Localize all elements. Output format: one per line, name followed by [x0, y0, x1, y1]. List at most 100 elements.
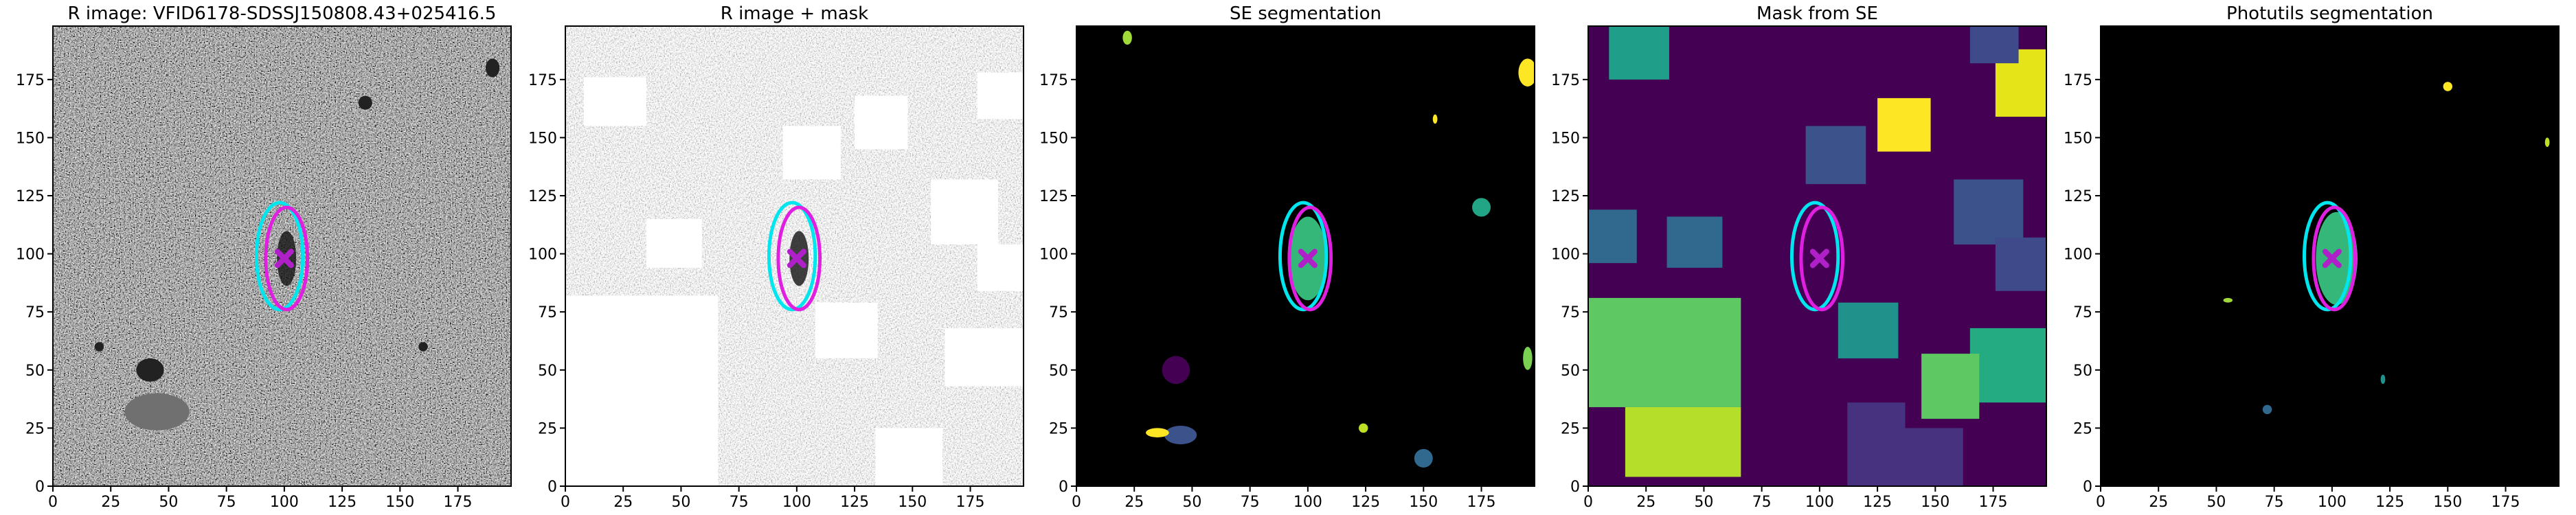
image-region [782, 126, 841, 180]
x-tick-label: 75 [1241, 494, 1260, 511]
x-tick-label: 100 [270, 494, 299, 511]
image-region [358, 95, 372, 110]
axes-frame [565, 25, 1024, 487]
image-region [1358, 423, 1368, 433]
y-tick-label: 100 [16, 247, 45, 264]
x-tick-label: 50 [159, 494, 178, 511]
ellipse-fit [264, 205, 310, 312]
center-marker [274, 249, 294, 268]
y-tick-label: 125 [2064, 188, 2092, 205]
y-tick-label: 150 [1039, 130, 1068, 147]
x-tick-label: 75 [2265, 494, 2284, 511]
image-region [1625, 407, 1741, 477]
x-tick-label: 125 [840, 494, 869, 511]
x-tick-label: 0 [48, 494, 58, 511]
panel: 0 25 50 75 100 125 150 175 0 25 50 75 100 125 150 175 Ph… [2064, 3, 2560, 511]
axes-frame [1076, 25, 1535, 487]
image-region [855, 95, 908, 150]
image-region [2223, 297, 2233, 303]
x-tick-label: 0 [561, 494, 570, 511]
y-tick-label: 75 [2073, 304, 2092, 321]
y-tick-label: 175 [1039, 72, 1068, 89]
y-tick-label: 0 [35, 479, 45, 496]
panel: 0 25 50 75 100 125 150 175 0 25 50 75 100 125 150 175 SE… [1039, 3, 1535, 511]
image-region [2262, 404, 2272, 415]
y-tick-label: 125 [528, 188, 557, 205]
image-region [1588, 209, 1637, 264]
x-tick-label: 125 [1351, 494, 1380, 511]
y-tick-label: 125 [1551, 188, 1580, 205]
x-tick-label: 75 [1752, 494, 1772, 511]
x-tick-label: 100 [1293, 494, 1322, 511]
x-tick-label: 150 [385, 494, 414, 511]
axes-frame [2100, 25, 2560, 487]
image-region [1432, 114, 1438, 124]
x-tick-label: 25 [2149, 494, 2168, 511]
image-region [1838, 302, 1899, 358]
image-region [2380, 374, 2386, 385]
panel: 0 25 50 75 100 125 150 175 0 25 50 75 100 125 150 175 R … [528, 3, 1024, 511]
y-tick-label: 25 [25, 420, 45, 437]
axes-frame [52, 25, 512, 487]
image-region [1523, 346, 1533, 370]
image-region [136, 358, 164, 382]
image-region [1162, 356, 1190, 385]
y-tick-label: 125 [16, 188, 45, 205]
image-region [485, 58, 500, 78]
x-tick-label: 75 [730, 494, 749, 511]
x-tick-label: 175 [444, 494, 473, 511]
image-region [931, 179, 998, 245]
image-region [977, 244, 1024, 291]
axes-frame [1588, 25, 2047, 487]
y-tick-label: 75 [1049, 304, 1068, 321]
image-region [1472, 198, 1491, 217]
ellipse-fit [2312, 205, 2358, 312]
x-tick-label: 175 [956, 494, 985, 511]
x-tick-label: 100 [782, 494, 811, 511]
y-tick-label: 50 [538, 363, 557, 380]
panel-title: Mask from SE [1756, 3, 1878, 24]
image-region [1588, 297, 1741, 407]
y-tick-label: 50 [25, 363, 45, 380]
y-tick-label: 0 [1059, 479, 1068, 496]
x-tick-label: 25 [1636, 494, 1656, 511]
x-tick-label: 175 [1979, 494, 2008, 511]
panel-title: R image: VFID6178-SDSSJ150808.43+025416.… [68, 3, 497, 24]
center-marker [1298, 249, 1318, 268]
center-marker [2322, 249, 2342, 268]
center-marker [787, 249, 806, 268]
image [1588, 26, 2046, 486]
center-marker [1809, 249, 1829, 268]
x-tick-label: 0 [1583, 494, 1593, 511]
image-region [583, 77, 646, 126]
image-region [977, 72, 1024, 119]
ellipse-fit [1287, 205, 1333, 312]
ellipse-fit [776, 205, 822, 312]
ellipse-fit [767, 201, 817, 312]
x-tick-label: 150 [898, 494, 927, 511]
image-region [1164, 426, 1197, 445]
image-region [124, 393, 190, 431]
x-tick-label: 50 [2206, 494, 2226, 511]
panel: 0 25 50 75 100 125 150 175 0 25 50 75 100 125 150 175 R … [16, 3, 512, 511]
y-tick-label: 175 [1551, 72, 1580, 89]
x-tick-label: 75 [217, 494, 236, 511]
image-region [815, 302, 878, 358]
x-tick-label: 0 [2096, 494, 2105, 511]
x-tick-label: 50 [671, 494, 690, 511]
image-region [1146, 428, 1169, 437]
y-tick-label: 25 [1561, 420, 1580, 437]
y-tick-label: 125 [1039, 188, 1068, 205]
x-tick-label: 125 [1863, 494, 1892, 511]
x-tick-label: 125 [2375, 494, 2404, 511]
image-region [1609, 26, 1669, 80]
y-tick-label: 100 [1551, 247, 1580, 264]
y-tick-label: 50 [1561, 363, 1580, 380]
image-region [418, 342, 428, 352]
y-tick-label: 175 [16, 72, 45, 89]
image-region [2544, 137, 2550, 147]
image-region [875, 428, 943, 486]
image-region [1896, 428, 1963, 486]
x-tick-label: 100 [2318, 494, 2347, 511]
y-tick-label: 25 [538, 420, 557, 437]
